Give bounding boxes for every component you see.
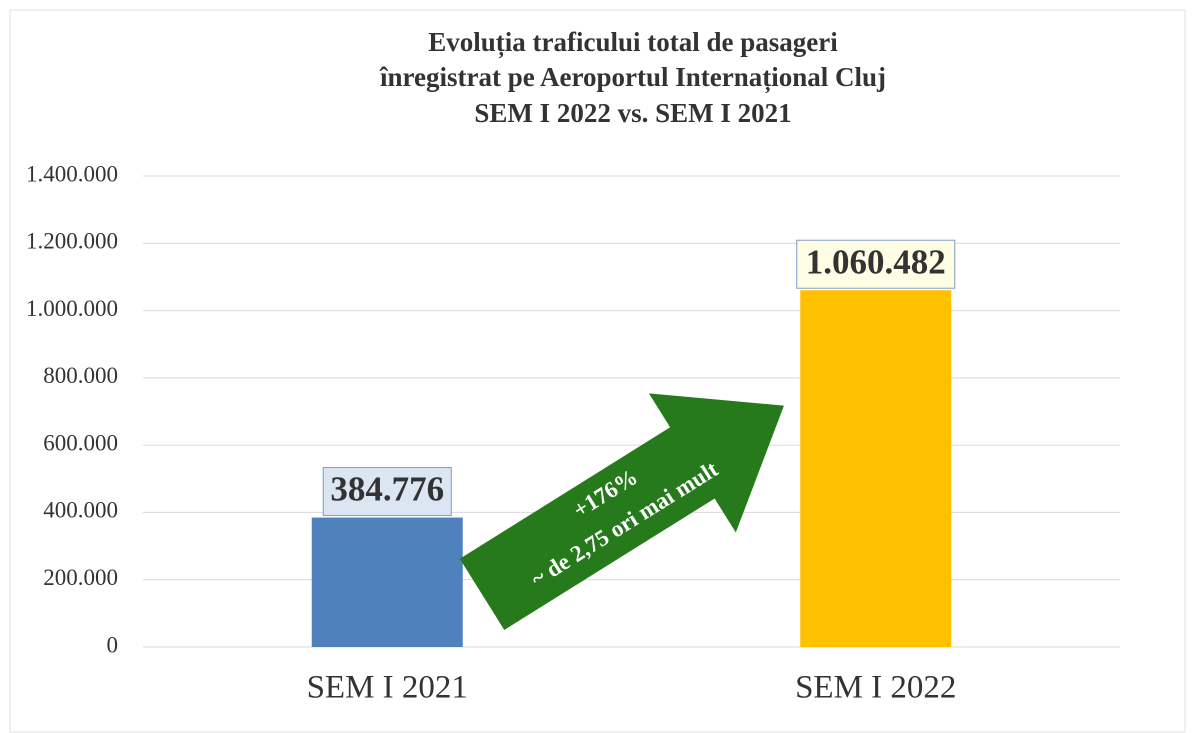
- y-tick-label: 800.000: [43, 363, 118, 388]
- bar: [800, 290, 952, 647]
- value-label-box: [322, 467, 452, 517]
- value-label-box: [796, 239, 956, 289]
- value-label: 1.060.482: [806, 242, 946, 281]
- x-tick-label: SEM I 2021: [307, 670, 468, 706]
- arrow-annotation: +176%~ de 2,75 ori mai mult: [459, 393, 784, 630]
- arrow: [459, 393, 784, 630]
- y-tick-label: 1.200.000: [26, 229, 118, 254]
- y-tick-label: 600.000: [43, 430, 118, 455]
- bar: [311, 517, 463, 647]
- x-tick-label: SEM I 2022: [795, 670, 956, 706]
- y-tick-label: 400.000: [43, 498, 118, 523]
- chart-title: SEM I 2022 vs. SEM I 2021: [474, 98, 791, 128]
- chart-title: Evoluția traficului total de pasageri: [428, 27, 838, 58]
- y-tick-label: 0: [107, 632, 119, 657]
- y-tick-label: 200.000: [43, 565, 118, 590]
- chart-title: înregistrat pe Aeroportul Internațional …: [379, 62, 886, 93]
- y-tick-label: 1.000.000: [26, 296, 118, 321]
- y-tick-label: 1.400.000: [26, 161, 118, 186]
- value-label: 384.776: [330, 470, 444, 509]
- chart-frame: [9, 9, 1186, 733]
